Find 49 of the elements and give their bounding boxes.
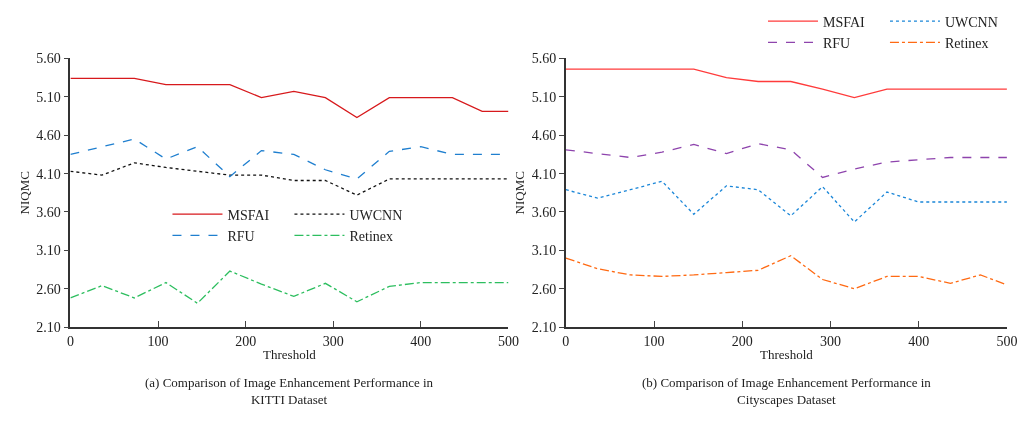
- line-series: [70, 77, 509, 119]
- y-tick-label: 5.10: [531, 89, 557, 105]
- y-tick-label: 4.60: [531, 128, 557, 144]
- y-tick-label: 5.60: [36, 51, 61, 67]
- y-axis-title: NIQMC: [512, 171, 528, 215]
- line-series: [70, 162, 509, 196]
- legend-label: UWCNN: [944, 14, 998, 30]
- y-tick-label: 5.10: [36, 89, 61, 105]
- y-tick-label: 2.10: [531, 319, 557, 335]
- x-tick-label: 400: [410, 333, 432, 349]
- line-series: [565, 255, 1007, 290]
- x-tick-label: 100: [643, 333, 665, 349]
- x-tick-label: 400: [908, 333, 930, 349]
- y-tick-label: 3.10: [36, 243, 61, 259]
- y-tick-label: 4.10: [531, 166, 557, 182]
- legend-label: MSFAI: [227, 207, 270, 223]
- line-series: [565, 68, 1007, 99]
- legend-label: Retinex: [944, 35, 989, 51]
- line-series: [565, 143, 1007, 179]
- x-axis-title: Threshold: [760, 346, 814, 362]
- x-tick-label: 0: [562, 333, 570, 349]
- y-tick-label: 2.60: [36, 281, 61, 297]
- x-tick-label: 100: [147, 333, 169, 349]
- y-tick-label: 4.60: [36, 128, 61, 144]
- legend-label: Retinex: [349, 228, 393, 244]
- y-tick-label: 2.10: [36, 319, 61, 335]
- x-tick-label: 500: [497, 333, 519, 349]
- y-tick-label: 3.60: [36, 204, 61, 220]
- y-tick-label: 4.10: [36, 166, 61, 182]
- x-tick-label: 300: [820, 333, 841, 349]
- text: (a) Comparison of Image Enhancement Performance in KITTI Dataset: [145, 375, 434, 407]
- x-tick-label: 500: [996, 333, 1018, 349]
- legend-label: UWCNN: [349, 207, 403, 223]
- x-axis-title: Threshold: [263, 346, 317, 362]
- y-tick-label: 3.60: [531, 204, 557, 220]
- y-tick-label: 5.60: [531, 51, 557, 67]
- x-tick-label: 0: [66, 333, 74, 349]
- x-tick-label: 200: [235, 333, 257, 349]
- legend-label: RFU: [822, 35, 851, 51]
- x-tick-label: 200: [731, 333, 753, 349]
- y-tick-label: 3.10: [531, 243, 557, 259]
- x-tick-label: 300: [322, 333, 344, 349]
- text: (b) Comparison of Image Enhancement Performance in Cityscapes Dataset: [642, 375, 932, 407]
- legend-label: RFU: [227, 228, 255, 244]
- line-series: [70, 270, 509, 304]
- y-axis-title: NIQMC: [16, 171, 32, 215]
- line-series: [565, 180, 1007, 223]
- legend-label: MSFAI: [822, 14, 866, 30]
- y-tick-label: 2.60: [531, 281, 557, 297]
